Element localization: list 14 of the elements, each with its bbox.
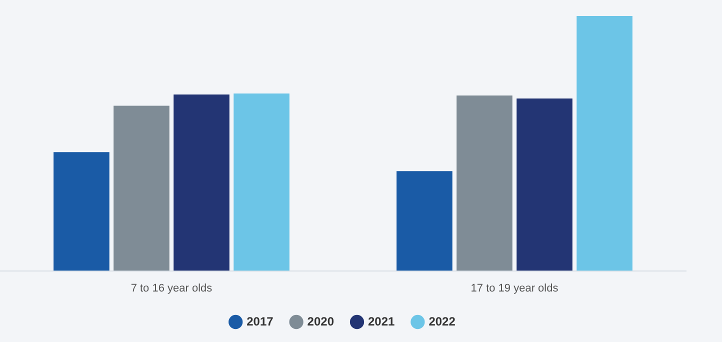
legend-label: 2022 bbox=[428, 314, 456, 328]
bar bbox=[396, 171, 452, 271]
legend-label: 2020 bbox=[307, 314, 334, 328]
legend-label: 2017 bbox=[246, 314, 274, 328]
x-tick-label: 17 to 19 year olds bbox=[470, 282, 559, 294]
x-tick-label: 7 to 16 year olds bbox=[130, 282, 213, 294]
bar bbox=[174, 94, 230, 271]
legend-label: 2021 bbox=[368, 314, 396, 328]
bar bbox=[516, 98, 572, 271]
bar bbox=[456, 96, 512, 271]
bar bbox=[54, 152, 110, 271]
bar bbox=[576, 16, 632, 271]
bar bbox=[114, 106, 170, 271]
bar bbox=[234, 93, 290, 271]
